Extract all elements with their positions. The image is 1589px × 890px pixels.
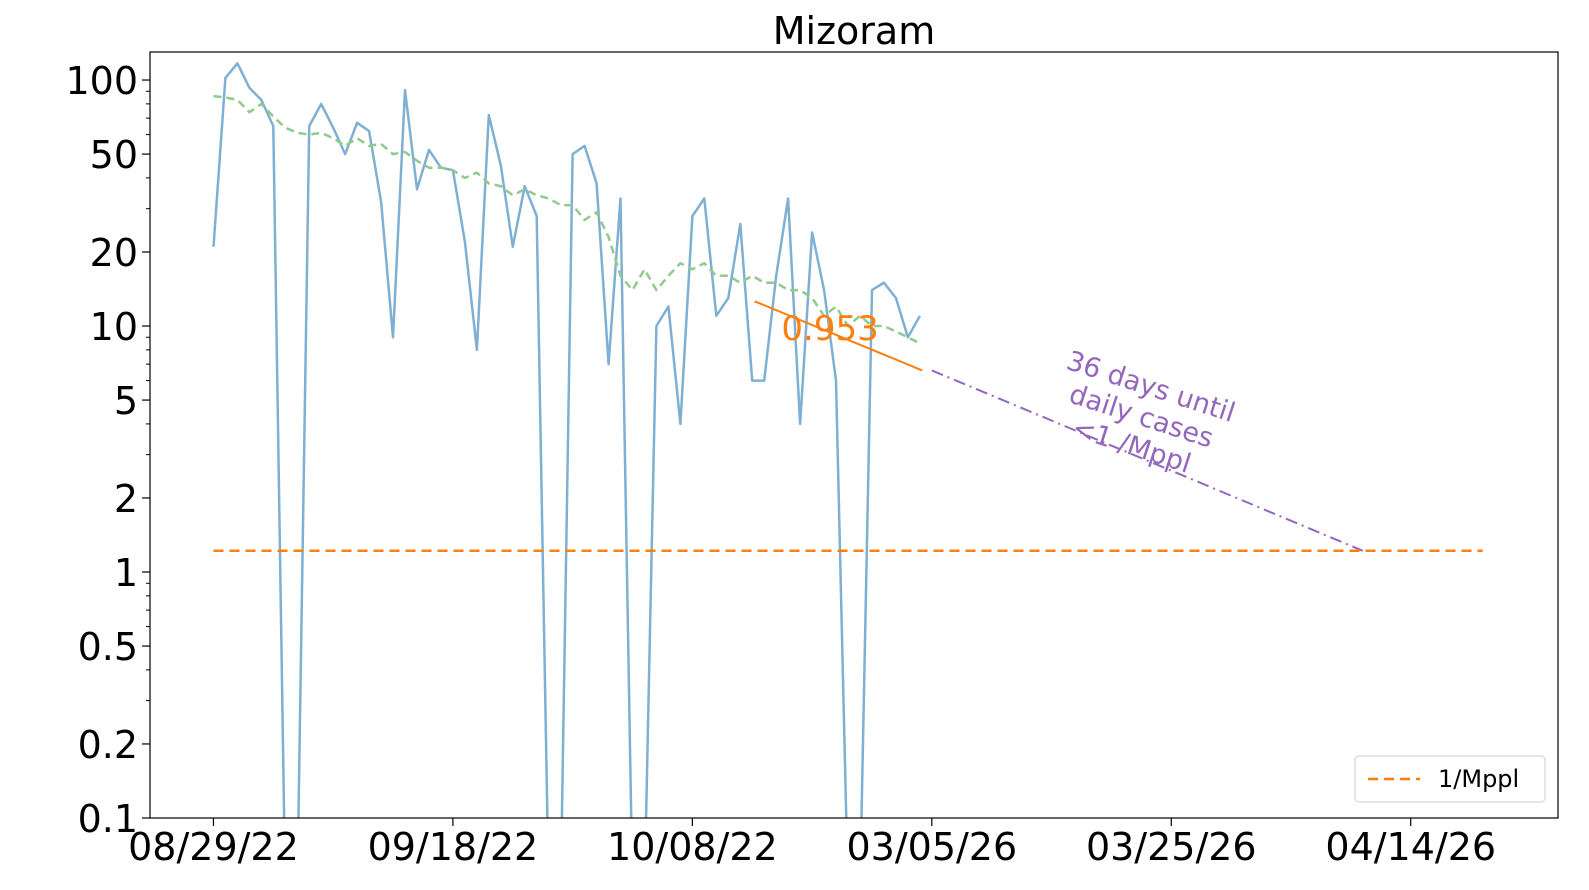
y-tick-label: 5: [114, 379, 138, 423]
legend-box: [1354, 755, 1546, 803]
y-tick-label: 50: [90, 133, 138, 177]
x-tick-label: 08/29/22: [128, 825, 299, 869]
chart-title: Mizoram: [773, 9, 935, 53]
x-tick-label: 03/25/26: [1086, 825, 1257, 869]
series-layer: [212, 62, 1483, 818]
y-tick-label: 100: [65, 59, 138, 103]
y-tick-label: 0.1: [78, 797, 138, 841]
y-tick-label: 0.5: [78, 625, 138, 669]
y-tick-label: 1: [114, 551, 138, 595]
x-tick-label: 09/18/22: [368, 825, 539, 869]
legend-threshold-label: 1/Mppl: [1438, 765, 1519, 793]
y-tick-label: 0.2: [78, 723, 138, 767]
annotation-rate-label: 0.953: [781, 309, 878, 349]
y-tick-label: 10: [90, 305, 138, 349]
x-tick-label: 10/08/22: [607, 825, 778, 869]
legend: 1/Mppl: [1354, 755, 1546, 803]
x-tick-label: 04/14/26: [1325, 825, 1496, 869]
y-tick-label: 2: [114, 477, 138, 521]
series-line-rolling-average: [213, 94, 921, 345]
series-line-daily-cases: [212, 62, 921, 818]
x-tick-label: 03/05/26: [846, 825, 1017, 869]
plot-area: [150, 52, 1558, 818]
y-tick-label: 20: [90, 231, 138, 275]
plot-frame: [149, 51, 1559, 819]
axis-layer: 0.1 0.2 0.5 1 2 5 10 20 50 100 08/29/22 09/18/22 10/…: [65, 51, 1559, 869]
series-line-trend-fit: [754, 300, 923, 372]
series-line-projection: [931, 369, 1364, 552]
